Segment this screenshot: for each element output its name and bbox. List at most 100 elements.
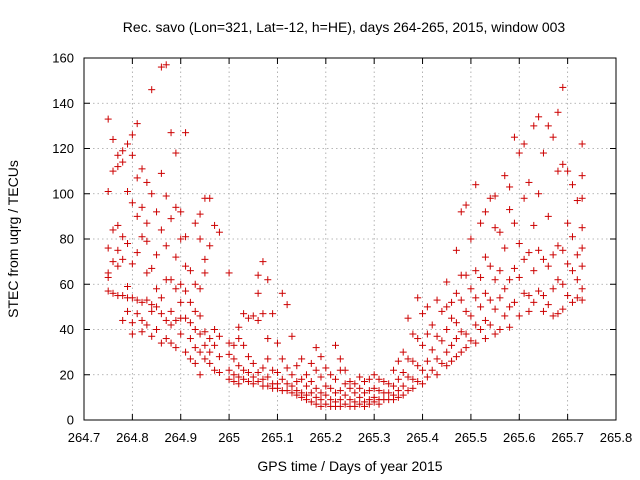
- data-point: [133, 174, 141, 182]
- data-point: [351, 380, 359, 388]
- data-point: [167, 339, 175, 347]
- data-point: [206, 335, 214, 343]
- data-point: [104, 273, 112, 281]
- data-point: [302, 371, 310, 379]
- data-point: [235, 335, 243, 343]
- data-point: [157, 226, 165, 234]
- data-point: [264, 382, 272, 390]
- data-point: [264, 373, 272, 381]
- data-point: [225, 350, 233, 358]
- data-point: [481, 208, 489, 216]
- data-point: [288, 389, 296, 397]
- data-point: [244, 378, 252, 386]
- data-point: [249, 380, 257, 388]
- data-point: [477, 219, 485, 227]
- data-point: [341, 391, 349, 399]
- data-point: [293, 362, 301, 370]
- data-point: [428, 346, 436, 354]
- data-point: [419, 310, 427, 318]
- data-point: [162, 316, 170, 324]
- data-point: [148, 264, 156, 272]
- data-point: [317, 353, 325, 361]
- data-point: [143, 321, 151, 329]
- gridlines: [84, 58, 616, 420]
- data-point: [365, 400, 373, 408]
- data-point: [452, 289, 460, 297]
- data-point: [211, 326, 219, 333]
- data-point: [302, 396, 310, 404]
- data-point: [448, 314, 456, 322]
- data-point: [331, 389, 339, 397]
- data-point: [114, 246, 122, 254]
- data-point: [506, 303, 514, 311]
- data-point: [133, 249, 141, 257]
- data-point: [162, 192, 170, 200]
- x-tick-label: 264.7: [68, 430, 101, 445]
- y-axis-title: STEC from uqrg / TECUs: [5, 160, 21, 318]
- data-point: [201, 255, 209, 263]
- data-point: [109, 135, 117, 143]
- data-point: [564, 219, 572, 227]
- data-point: [559, 160, 567, 168]
- data-point: [414, 294, 422, 302]
- data-point: [515, 312, 523, 320]
- data-point: [452, 246, 460, 254]
- data-point: [390, 382, 398, 390]
- data-point: [578, 172, 586, 180]
- data-point: [153, 326, 161, 333]
- data-point: [506, 183, 514, 191]
- data-point: [472, 181, 480, 189]
- data-point: [549, 251, 557, 259]
- data-point: [138, 316, 146, 324]
- data-point: [128, 319, 136, 327]
- data-point: [157, 339, 165, 347]
- data-point: [443, 348, 451, 356]
- data-point: [254, 271, 262, 279]
- data-point: [191, 326, 199, 333]
- data-point: [230, 378, 238, 386]
- data-point: [124, 187, 132, 195]
- data-point: [506, 276, 514, 284]
- data-point: [443, 303, 451, 311]
- data-point: [254, 289, 262, 297]
- data-point: [554, 242, 562, 250]
- data-point: [501, 244, 509, 252]
- data-point: [472, 294, 480, 302]
- data-point: [491, 330, 499, 338]
- data-point: [157, 169, 165, 177]
- data-point: [191, 307, 199, 315]
- data-point: [404, 355, 412, 363]
- data-point: [307, 378, 315, 386]
- data-point: [568, 267, 576, 275]
- data-point: [162, 242, 170, 250]
- data-point: [539, 307, 547, 315]
- data-point: [298, 393, 306, 401]
- data-point: [443, 362, 451, 370]
- data-point: [153, 303, 161, 311]
- data-point: [138, 233, 146, 241]
- data-point: [235, 362, 243, 370]
- axis-ticks: [83, 57, 617, 421]
- data-point: [269, 310, 277, 318]
- data-point: [278, 375, 286, 383]
- data-point: [196, 210, 204, 218]
- data-point: [128, 131, 136, 139]
- data-point: [206, 348, 214, 356]
- data-point: [457, 296, 465, 304]
- data-point: [288, 332, 296, 340]
- x-tick-label: 265: [218, 430, 240, 445]
- data-point: [138, 298, 146, 306]
- data-point: [356, 393, 364, 401]
- data-point: [186, 267, 194, 275]
- data-point: [172, 316, 180, 324]
- data-point: [549, 312, 557, 320]
- data-point: [341, 400, 349, 408]
- data-point: [298, 355, 306, 363]
- data-point: [438, 359, 446, 367]
- data-point: [341, 366, 349, 374]
- data-point: [486, 321, 494, 329]
- data-point: [385, 380, 393, 388]
- data-point: [356, 373, 364, 381]
- data-point: [554, 310, 562, 318]
